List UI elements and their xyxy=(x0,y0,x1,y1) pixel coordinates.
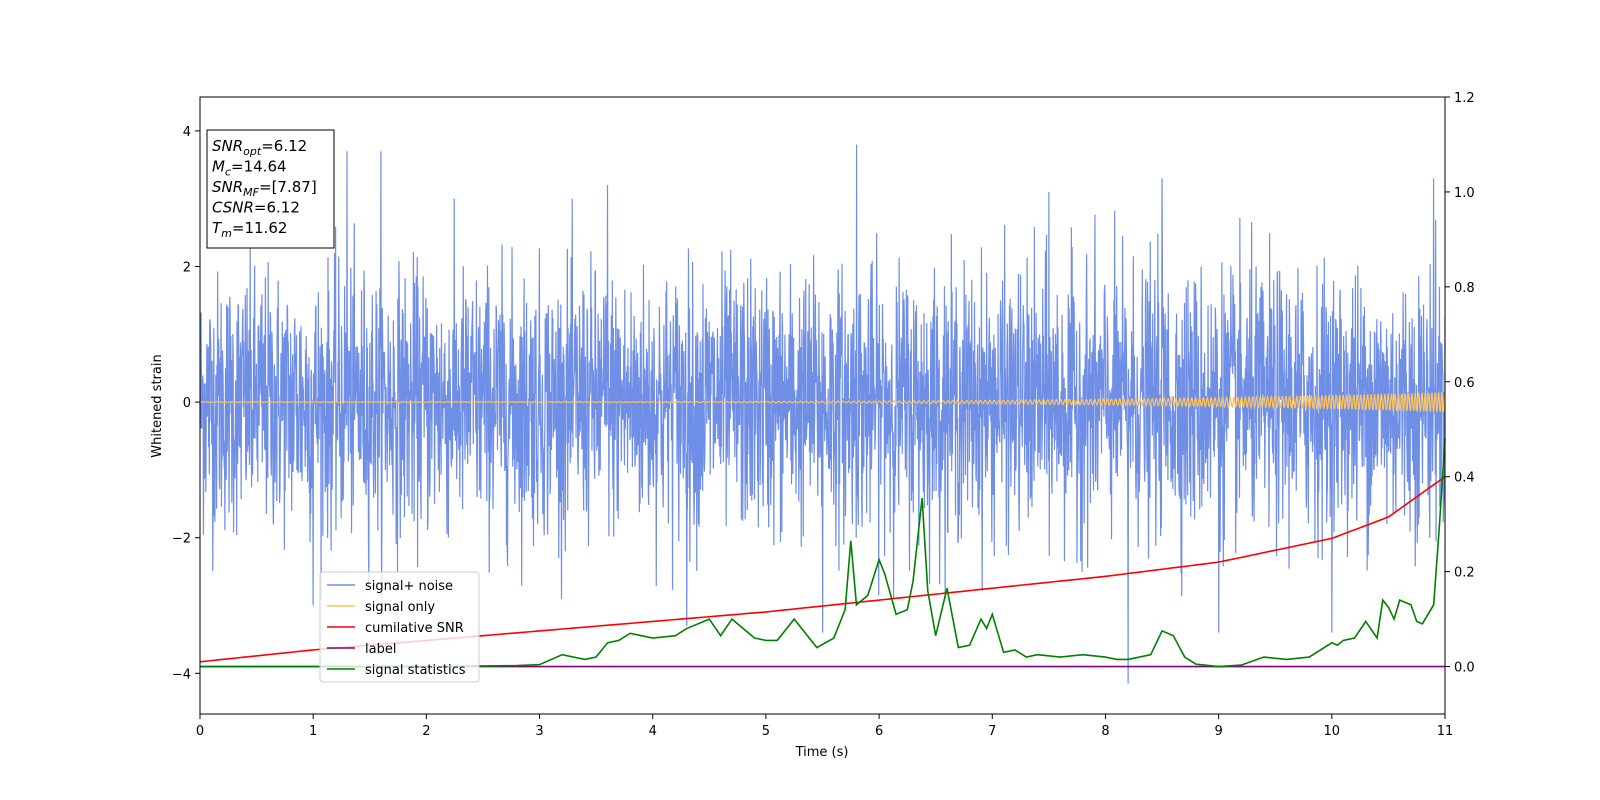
x-tick-label: 1 xyxy=(309,724,317,739)
y-right-tick-label: 0.0 xyxy=(1454,661,1475,676)
y-right-tick-label: 0.4 xyxy=(1454,471,1475,486)
legend-label: signal statistics xyxy=(365,663,466,678)
y-axis-label: Whitened strain xyxy=(150,354,165,457)
y-left-tick-label: 4 xyxy=(183,125,191,140)
y-left-tick-label: 0 xyxy=(183,396,191,411)
signal-statistics-line xyxy=(200,438,1446,668)
y-left-tick-label: −2 xyxy=(172,532,191,547)
x-axis: 0 1 2 3 4 5 6 7 8 9 10 11 xyxy=(196,714,1453,739)
annotation-line: Tm=11.62 xyxy=(212,219,287,240)
x-tick-label: 7 xyxy=(988,724,996,739)
x-tick-label: 8 xyxy=(1101,724,1109,739)
legend-label: label xyxy=(365,642,396,657)
x-axis-label: Time (s) xyxy=(795,745,849,760)
y-right-tick-label: 1.0 xyxy=(1454,186,1475,201)
x-tick-label: 10 xyxy=(1324,724,1341,739)
y-right-tick-label: 0.6 xyxy=(1454,376,1475,391)
y-axis-right: 0.0 0.2 0.4 0.6 0.8 1.0 1.2 xyxy=(1445,91,1475,676)
x-tick-label: 11 xyxy=(1437,724,1454,739)
y-right-tick-label: 1.2 xyxy=(1454,91,1475,106)
y-left-tick-label: −4 xyxy=(172,667,191,682)
annotation-line: Mc=14.64 xyxy=(212,158,287,179)
x-tick-label: 0 xyxy=(196,724,204,739)
plot-frame xyxy=(199,96,1446,715)
annotation-box: SNRopt=6.12Mc=14.64SNRMF=[7.87]CSNR=6.12… xyxy=(206,129,335,249)
y-right-tick-label: 0.8 xyxy=(1454,281,1475,296)
legend: signal+ noise signal only cumilative SNR la… xyxy=(319,571,480,683)
x-tick-label: 5 xyxy=(762,724,770,739)
annotation-frame xyxy=(206,129,335,249)
y-left-tick-label: 2 xyxy=(183,261,191,276)
x-tick-label: 4 xyxy=(649,724,657,739)
annotation-line: SNRopt=6.12 xyxy=(212,137,307,158)
x-tick-label: 2 xyxy=(422,724,430,739)
signal-only-line xyxy=(199,390,1446,413)
y-right-tick-label: 0.2 xyxy=(1454,566,1475,581)
legend-frame xyxy=(319,571,480,683)
x-tick-label: 6 xyxy=(875,724,883,739)
legend-label: signal only xyxy=(365,600,435,615)
signal-only-series xyxy=(199,390,1446,413)
legend-label: signal+ noise xyxy=(365,579,453,594)
signal-noise-line xyxy=(199,144,1446,684)
noise-series xyxy=(199,144,1446,684)
x-tick-label: 9 xyxy=(1214,724,1222,739)
annotation-line: SNRMF=[7.87] xyxy=(212,178,317,199)
legend-label: cumilative SNR xyxy=(365,621,464,636)
y-axis-left: −4 −2 0 2 4 xyxy=(172,125,200,682)
annotation-line: CSNR=6.12 xyxy=(212,199,300,217)
x-tick-label: 3 xyxy=(535,724,543,739)
